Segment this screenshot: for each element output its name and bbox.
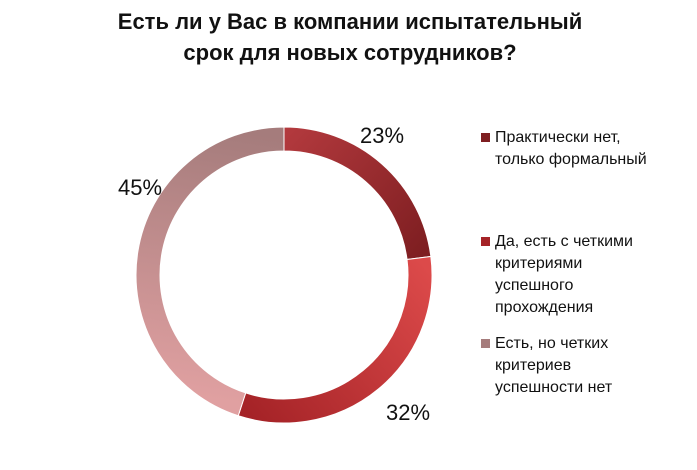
- legend-label-no-criteria: Есть, но четких критериев успешности нет: [495, 333, 691, 399]
- legend-item-practically-none: Практически нет, только формальный: [481, 127, 691, 171]
- slice-value-label-clear-criteria: 32%: [386, 400, 431, 425]
- legend-label-practically-none: Практически нет, только формальный: [495, 127, 691, 171]
- donut-slices: [135, 126, 433, 424]
- legend-label-line: Есть, но четких: [495, 335, 609, 352]
- legend-swatch-practically-none: [481, 133, 490, 142]
- legend-item-no-criteria: Есть, но четких критериев успешности нет: [481, 333, 691, 399]
- legend-label-line: успешного: [495, 277, 574, 294]
- legend-label-line: прохождения: [495, 299, 594, 316]
- legend-swatch-clear-criteria: [481, 237, 490, 246]
- slice-value-label-practically-none: 23%: [360, 123, 405, 148]
- donut-slice-no-criteria: [135, 126, 285, 417]
- legend-label-line: Да, есть с четкими: [495, 233, 633, 250]
- legend-label-line: критериев: [495, 357, 572, 374]
- legend-swatch-no-criteria: [481, 339, 490, 348]
- donut-slice-clear-criteria: [237, 255, 433, 424]
- slice-value-label-no-criteria: 45%: [118, 175, 163, 200]
- legend-label-clear-criteria: Да, есть с четкими критериями успешного …: [495, 231, 691, 319]
- legend-label-line: успешности нет: [495, 379, 613, 396]
- chart-title-line-2: срок для новых сотрудников?: [183, 40, 517, 65]
- donut-slice-practically-none: [283, 126, 432, 261]
- chart-title-line-1: Есть ли у Вас в компании испытательный: [117, 9, 583, 34]
- legend-label-line: Практически нет,: [495, 129, 621, 146]
- chart-title: Есть ли у Вас в компании испытательный с…: [60, 6, 640, 68]
- legend-item-clear-criteria: Да, есть с четкими критериями успешного …: [481, 231, 691, 319]
- legend-label-line: критериями: [495, 255, 583, 272]
- legend-label-line: только формальный: [495, 151, 647, 168]
